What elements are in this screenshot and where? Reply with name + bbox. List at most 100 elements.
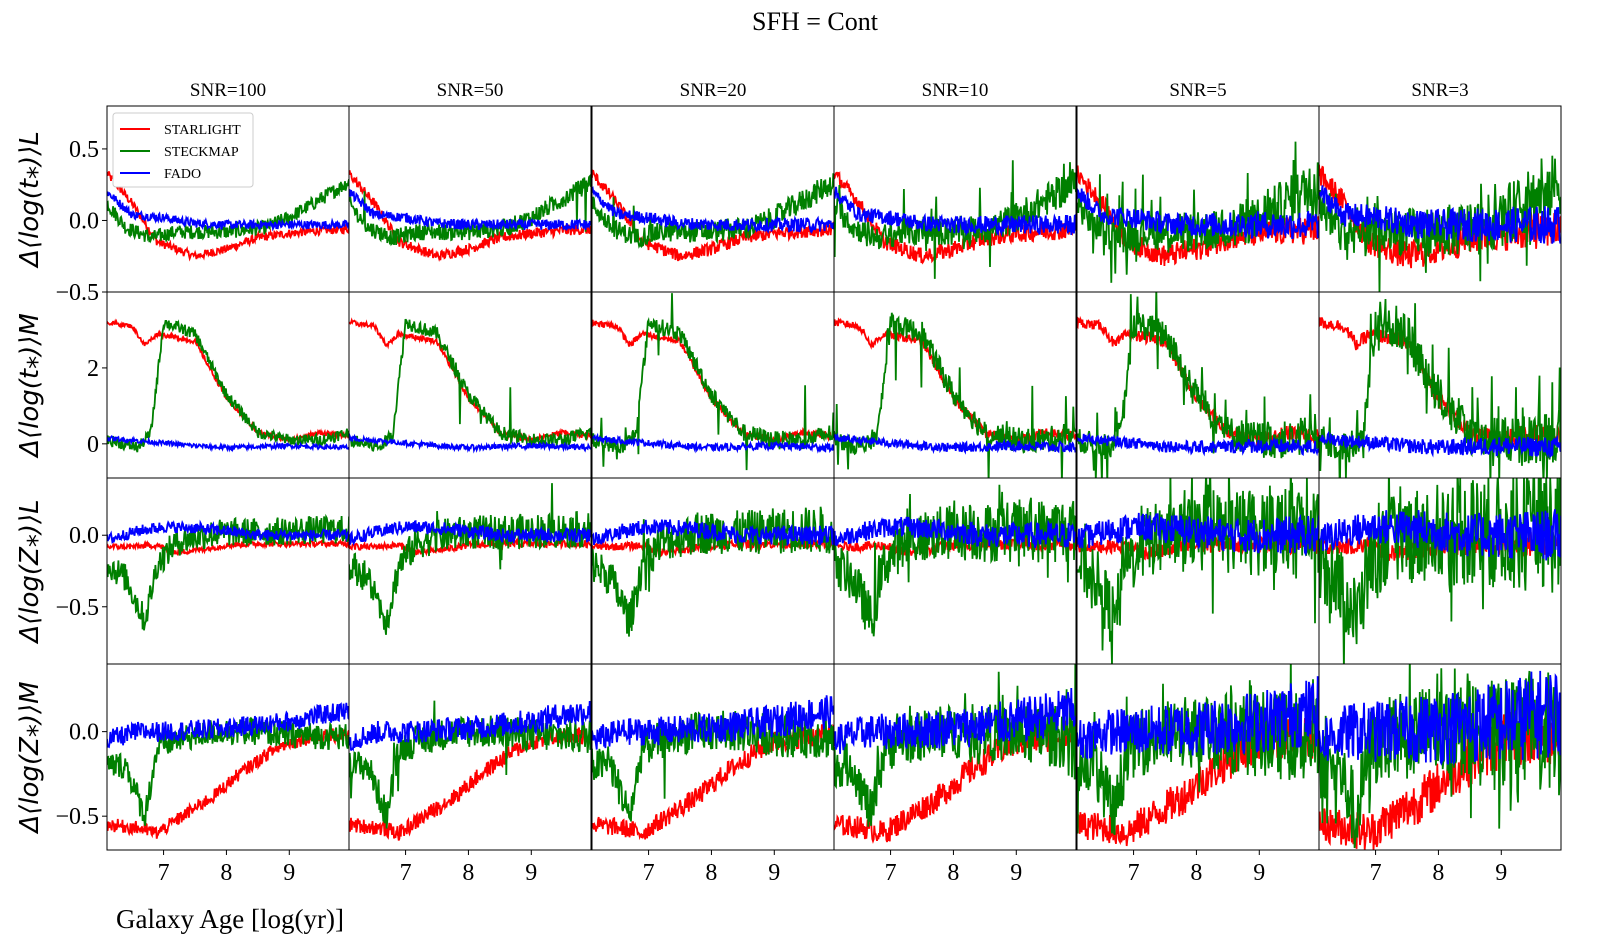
series-line-starlight — [834, 317, 1076, 448]
x-tick-label: 8 — [1432, 860, 1444, 886]
series-line-fado — [592, 432, 834, 454]
x-tick-label: 7 — [643, 860, 655, 886]
y-tick-label: −0.5 — [55, 804, 99, 830]
subplot-r2-c3 — [833, 477, 1077, 665]
subplot-r0-c4: SNR=5 — [1076, 80, 1320, 293]
x-tick-label: 8 — [947, 860, 959, 886]
series-line-starlight — [107, 318, 349, 444]
series-line-starlight — [592, 169, 834, 262]
series-line-steckmap — [1077, 478, 1319, 664]
series-line-steckmap — [592, 293, 834, 471]
series-group — [107, 318, 349, 453]
x-tick-label: 9 — [1495, 860, 1507, 886]
subplot-r3-c2: 7 8 9 — [591, 663, 835, 886]
subplot-r3-c3: 7 8 9 — [833, 663, 1077, 886]
subplot-r2-c5 — [1318, 477, 1562, 665]
x-tick-label: 7 — [1128, 860, 1140, 886]
series-line-steckmap — [349, 483, 591, 635]
series-line-fado — [834, 516, 1076, 549]
series-line-steckmap — [349, 318, 591, 452]
series-line-starlight — [107, 728, 349, 839]
y-axis-label: Δ⟨log(t⁎)⟩L — [15, 131, 45, 269]
series-group — [349, 317, 591, 454]
legend-label-steckmap: STECKMAP — [164, 145, 239, 160]
subplot-r1-c5 — [1318, 291, 1562, 479]
series-line-starlight — [834, 171, 1076, 265]
subplot-r0-c0: SNR=100 −0.5 0.0 0.5 Δ⟨log(t⁎)⟩L — [15, 80, 350, 306]
series-line-starlight — [1077, 315, 1319, 447]
subplot-r0-c2: SNR=20 — [591, 80, 835, 293]
series-line-steckmap — [592, 506, 834, 637]
series-line-fado — [349, 432, 591, 454]
series-group — [107, 513, 349, 631]
series-group — [107, 702, 349, 839]
series-line-fado — [1319, 670, 1561, 766]
axes-frame — [106, 663, 350, 851]
series-line-steckmap — [107, 319, 349, 453]
series-line-fado — [1319, 509, 1561, 561]
x-tick-label: 7 — [1370, 860, 1382, 886]
x-tick-label: 9 — [1253, 860, 1265, 886]
series-line-starlight — [349, 317, 591, 444]
series-group — [349, 170, 591, 263]
y-tick-label: 0.0 — [69, 523, 99, 549]
axes-frame — [833, 105, 1077, 293]
column-title: SNR=3 — [1411, 80, 1468, 101]
series-line-fado — [107, 191, 349, 232]
axes-frame — [106, 477, 350, 665]
column-title: SNR=50 — [437, 80, 504, 101]
series-line-starlight — [592, 319, 834, 445]
series-line-steckmap — [834, 484, 1076, 637]
series-line-starlight — [1319, 707, 1561, 850]
axes-frame — [833, 663, 1077, 851]
series-line-starlight — [107, 538, 349, 557]
series-line-fado — [349, 188, 591, 232]
y-axis-label: Δ⟨log(t⁎)⟩M — [15, 313, 45, 459]
y-tick-label: 2 — [87, 356, 99, 382]
series-line-steckmap — [107, 178, 349, 244]
y-tick-label: −0.5 — [55, 595, 99, 621]
subplot-grid: SNR=100−0.50.00.5Δ⟨log(t⁎)⟩L SNR=50 SNR=20… — [15, 80, 1562, 886]
x-tick-label: 8 — [462, 860, 474, 886]
series-group — [349, 483, 591, 635]
axes-frame — [591, 105, 835, 293]
x-tick-label: 9 — [768, 860, 780, 886]
subplot-r2-c1 — [348, 477, 592, 665]
subplot-r0-c5: SNR=3 — [1318, 80, 1562, 293]
series-group — [1319, 478, 1561, 664]
suptitle: SFH = Cont — [752, 7, 879, 36]
subplot-r1-c3 — [833, 291, 1077, 479]
series-group — [592, 293, 834, 471]
subplot-r1-c1 — [348, 291, 592, 479]
series-line-fado — [107, 434, 349, 453]
x-tick-label: 8 — [220, 860, 232, 886]
y-axis-label: Δ⟨log(Z⁎)⟩L — [15, 499, 45, 644]
series-group — [834, 664, 1076, 844]
series-group — [349, 700, 591, 841]
series-group — [834, 160, 1076, 279]
series-line-fado — [107, 519, 349, 544]
legend-label-starlight: STARLIGHT — [164, 123, 241, 138]
column-title: SNR=10 — [922, 80, 989, 101]
subplot-r1-c4 — [1076, 291, 1320, 479]
series-line-fado — [1077, 187, 1319, 239]
y-tick-label: 0.0 — [69, 720, 99, 746]
x-tick-label: 7 — [400, 860, 412, 886]
subplot-r3-c5: 7 8 9 — [1318, 663, 1562, 886]
series-line-fado — [592, 186, 834, 235]
series-line-steckmap — [1319, 155, 1561, 292]
subplot-r3-c1: 7 8 9 — [348, 663, 592, 886]
column-title: SNR=20 — [680, 80, 747, 101]
axes-frame — [348, 663, 592, 851]
series-group — [592, 169, 834, 262]
series-group — [107, 171, 349, 262]
axes-frame — [1076, 105, 1320, 293]
series-group — [1077, 141, 1319, 283]
x-tick-label: 7 — [158, 860, 170, 886]
axes-frame — [348, 477, 592, 665]
x-tick-label: 9 — [283, 860, 295, 886]
axes-frame — [591, 663, 835, 851]
y-tick-label: −0.5 — [55, 280, 99, 306]
subplot-r3-c4: 7 8 9 — [1076, 663, 1320, 886]
x-tick-label: 9 — [1010, 860, 1022, 886]
